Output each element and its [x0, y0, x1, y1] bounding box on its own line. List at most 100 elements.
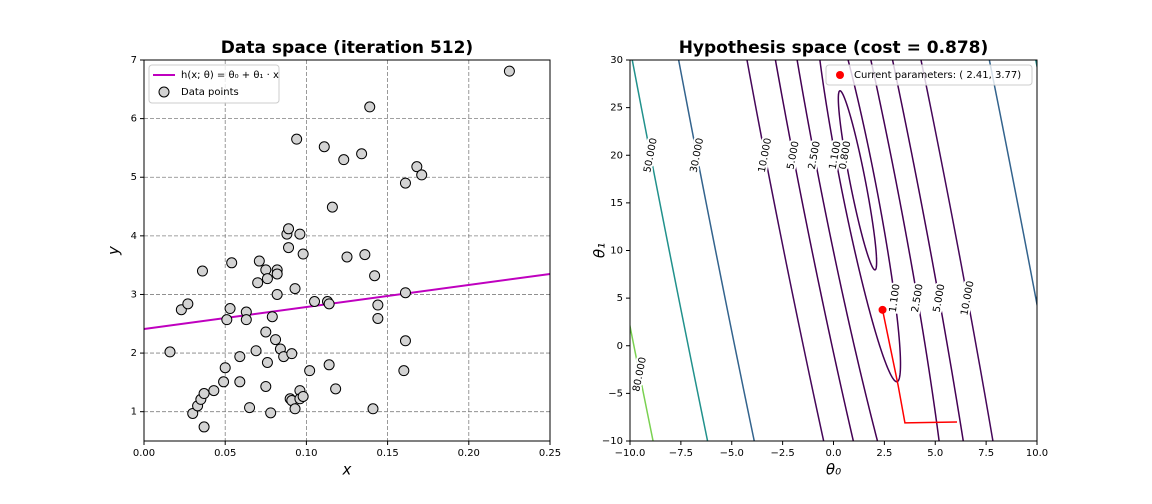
x-tick-label: 0.00	[133, 448, 155, 459]
x-tick-label: 0.20	[458, 448, 480, 459]
legend-swatch	[158, 86, 170, 98]
data-point	[326, 201, 338, 213]
data-point	[234, 351, 246, 363]
data-point	[286, 348, 298, 360]
contour-label: 1.100	[888, 283, 903, 313]
x-tick-label: 0.25	[539, 448, 561, 459]
data-point	[261, 273, 273, 285]
x-tick-label: 0.05	[214, 448, 236, 459]
data-point	[240, 314, 252, 326]
contour-label: 80.000	[631, 356, 649, 392]
data-point	[244, 402, 256, 414]
legend-swatch	[836, 71, 844, 79]
data-point	[318, 141, 330, 153]
data-point	[416, 169, 428, 181]
x-axis-label: x	[342, 461, 352, 479]
data-point	[198, 388, 210, 400]
contour-line	[774, 60, 965, 441]
data-point	[398, 365, 410, 377]
contour-line	[631, 60, 1037, 441]
data-point	[291, 133, 303, 145]
data-point	[367, 403, 379, 415]
contour-label: 50.000	[642, 137, 659, 173]
y-tick-label: 3	[131, 289, 137, 300]
data-point	[341, 251, 353, 263]
x-tick-label: 7.5	[978, 448, 994, 459]
plot-frame	[143, 59, 551, 442]
chart-title: Hypothesis space (cost = 0.878)	[679, 38, 989, 58]
legend-label: h(x; θ) = θ₀ + θ₁ · x	[181, 70, 279, 81]
y-tick-label: 10	[610, 246, 623, 257]
data-point	[234, 376, 246, 388]
data-point	[271, 288, 283, 300]
plot-area	[144, 65, 550, 433]
data-point	[399, 287, 411, 299]
data-point	[411, 161, 423, 173]
contour-line	[837, 90, 878, 271]
chart-title: Data space (iteration 512)	[221, 38, 473, 58]
data-point	[283, 242, 295, 254]
y-tick-label: −10	[602, 436, 623, 447]
data-point	[260, 380, 272, 392]
contour-label: 30.000	[689, 137, 706, 173]
y-tick-label: 2	[131, 348, 137, 359]
data-point	[208, 385, 220, 397]
data-point	[250, 345, 262, 357]
data-point	[356, 148, 368, 160]
data-point	[271, 268, 283, 280]
data-point	[330, 383, 342, 395]
legend-box	[148, 64, 280, 104]
x-tick-label: −2.5	[770, 448, 794, 459]
data-point	[270, 334, 282, 346]
y-tick-label: 4	[131, 231, 137, 242]
data-point	[260, 326, 272, 338]
data-point	[218, 376, 230, 388]
data-point	[196, 265, 208, 277]
data-point	[187, 407, 199, 419]
data-point	[297, 248, 309, 260]
contour-label: 10.000	[757, 137, 774, 173]
contour-label: 10.000	[959, 280, 976, 316]
data-point	[297, 390, 309, 402]
y-axis-label: y	[105, 245, 123, 256]
data-point	[219, 362, 231, 374]
data-point	[372, 312, 384, 324]
y-tick-label: 6	[131, 114, 137, 125]
contour-label: 2.500	[910, 283, 926, 313]
contour-line	[796, 60, 940, 441]
legend-box	[825, 64, 1033, 86]
x-tick-label: 5.0	[927, 448, 943, 459]
y-tick-label: −5	[608, 388, 623, 399]
data-point	[364, 101, 376, 113]
x-tick-label: 0.15	[376, 448, 398, 459]
legend-label: Current parameters: ( 2.41, 3.77)	[854, 70, 1021, 81]
data-point	[226, 257, 238, 269]
data-point	[309, 295, 321, 307]
data-point	[369, 270, 381, 282]
y-tick-label: 7	[131, 55, 137, 66]
data-point	[289, 283, 301, 295]
y-tick-label: 15	[610, 198, 623, 209]
data-point	[359, 249, 371, 261]
x-tick-label: 0.10	[295, 448, 317, 459]
contour-label: 5.000	[785, 140, 801, 170]
x-tick-label: −5.0	[720, 448, 744, 459]
plot-frame	[629, 59, 1038, 442]
x-axis-label: θ₀	[826, 461, 841, 479]
data-point	[294, 228, 306, 240]
data-point	[283, 223, 295, 235]
contour-line	[677, 60, 1037, 441]
data-point	[253, 255, 265, 267]
data-point	[323, 359, 335, 371]
data-point	[265, 407, 277, 419]
x-tick-label: 2.5	[876, 448, 892, 459]
data-point	[252, 277, 264, 289]
legend: Current parameters: ( 2.41, 3.77)	[825, 64, 1033, 86]
y-tick-label: 1	[131, 407, 137, 418]
data-point	[372, 299, 384, 311]
legend-label: Data points	[181, 87, 239, 98]
data-point	[304, 365, 316, 377]
data-point	[399, 177, 411, 189]
data-point	[260, 264, 272, 276]
